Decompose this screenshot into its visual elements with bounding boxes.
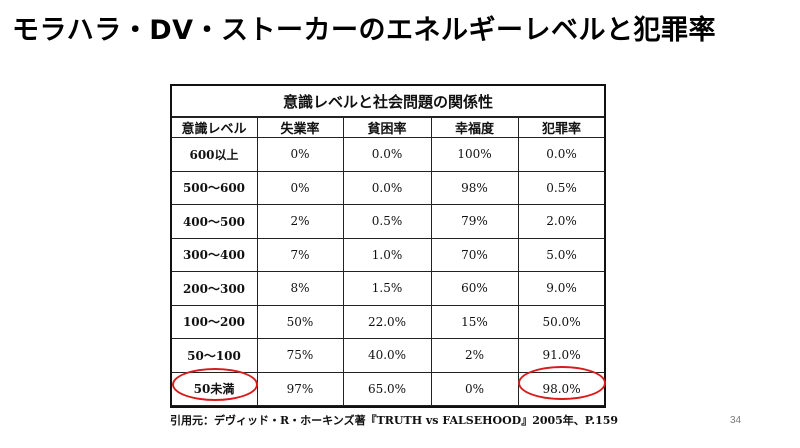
unemployment-cell: 8% xyxy=(256,271,344,306)
happiness-cell: 98% xyxy=(430,170,519,205)
happiness-cell: 70% xyxy=(430,237,519,272)
table-row: 50～100 75% 40.0% 2% 91.0% xyxy=(170,338,606,373)
table-row: 300～400 7% 1.0% 70% 5.0% xyxy=(170,237,606,272)
happiness-cell: 100% xyxy=(430,137,519,172)
poverty-cell: 0.5% xyxy=(342,204,432,239)
level-cell: 400～500 xyxy=(170,204,258,239)
crime-cell: 98.0% xyxy=(517,371,606,406)
poverty-cell: 22.0% xyxy=(342,304,432,339)
unemployment-cell: 0% xyxy=(256,170,344,205)
happiness-cell: 0% xyxy=(430,371,519,406)
happiness-cell: 60% xyxy=(430,271,519,306)
header-crime-rate: 犯罪率 xyxy=(517,116,606,138)
crime-cell: 0.0% xyxy=(517,137,606,172)
table-row: 600以上 0% 0.0% 100% 0.0% xyxy=(170,137,606,172)
page-number: 34 xyxy=(730,415,742,426)
relationship-table: 意識レベルと社会問題の関係性 意識レベル 失業率 貧困率 幸福度 犯罪率 600… xyxy=(169,84,607,406)
level-cell: 500～600 xyxy=(170,170,258,205)
crime-cell: 5.0% xyxy=(517,237,606,272)
unemployment-cell: 75% xyxy=(256,338,344,373)
header-unemployment-rate: 失業率 xyxy=(256,116,344,138)
table-row: 200～300 8% 1.5% 60% 9.0% xyxy=(170,271,606,306)
slide-title: モラハラ・DV・ストーカーのエネルギーレベルと犯罪率 xyxy=(12,15,717,46)
level-cell: 600以上 xyxy=(170,137,258,172)
table-caption: 意識レベルと社会問題の関係性 xyxy=(169,84,607,118)
crime-cell: 50.0% xyxy=(517,304,606,339)
level-cell: 200～300 xyxy=(170,271,258,306)
level-cell: 100～200 xyxy=(170,304,258,339)
unemployment-cell: 7% xyxy=(256,237,344,272)
table-row: 500～600 0% 0.0% 98% 0.5% xyxy=(170,170,606,205)
poverty-cell: 1.0% xyxy=(342,237,432,272)
level-cell: 50～100 xyxy=(170,338,258,373)
citation-text: 引用元：デヴィッド・R・ホーキンズ著『TRUTH vs FALSEHOOD』20… xyxy=(170,414,619,427)
poverty-cell: 40.0% xyxy=(342,338,432,373)
table-row: 100～200 50% 22.0% 15% 50.0% xyxy=(170,304,606,339)
header-consciousness-level: 意識レベル xyxy=(170,116,258,138)
happiness-cell: 79% xyxy=(430,204,519,239)
crime-cell: 91.0% xyxy=(517,338,606,373)
crime-cell: 2.0% xyxy=(517,204,606,239)
table-header-row: 意識レベル 失業率 貧困率 幸福度 犯罪率 xyxy=(170,116,606,138)
happiness-cell: 15% xyxy=(430,304,519,339)
level-cell: 300～400 xyxy=(170,237,258,272)
crime-cell: 0.5% xyxy=(517,170,606,205)
unemployment-cell: 2% xyxy=(256,204,344,239)
crime-cell: 9.0% xyxy=(517,271,606,306)
table-row: 400～500 2% 0.5% 79% 2.0% xyxy=(170,204,606,239)
poverty-cell: 65.0% xyxy=(342,371,432,406)
relationship-table-container: 意識レベルと社会問題の関係性 意識レベル 失業率 貧困率 幸福度 犯罪率 600… xyxy=(169,84,607,408)
poverty-cell: 0.0% xyxy=(342,137,432,172)
header-poverty-rate: 貧困率 xyxy=(342,116,432,138)
table-row: 50未満 97% 65.0% 0% 98.0% xyxy=(170,371,606,406)
level-cell: 50未満 xyxy=(170,371,258,406)
unemployment-cell: 97% xyxy=(256,371,344,406)
unemployment-cell: 50% xyxy=(256,304,344,339)
poverty-cell: 1.5% xyxy=(342,271,432,306)
header-happiness: 幸福度 xyxy=(430,116,519,138)
poverty-cell: 0.0% xyxy=(342,170,432,205)
happiness-cell: 2% xyxy=(430,338,519,373)
unemployment-cell: 0% xyxy=(256,137,344,172)
